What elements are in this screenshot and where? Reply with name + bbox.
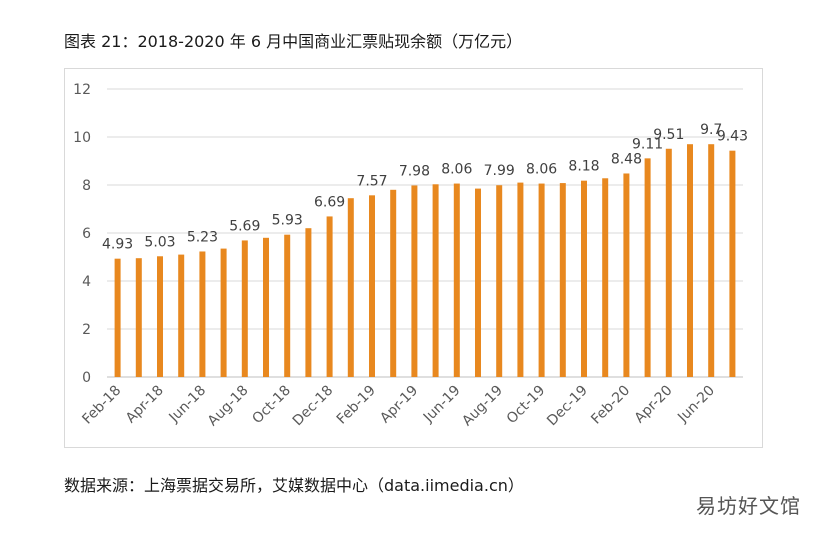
data-labels: 4.93 5.03 5.23 5.69 5.93 6.69 7.57 7.98 8.06 7.99… <box>102 122 748 252</box>
grid-lines <box>107 88 743 378</box>
watermark-text: 易坊好文馆 <box>696 494 801 518</box>
bar-25 <box>644 158 651 377</box>
data-label: 8.48 <box>611 151 642 167</box>
bar-1 <box>135 258 142 377</box>
bar-19 <box>517 182 524 377</box>
data-label: 4.93 <box>102 237 133 253</box>
data-label: 5.93 <box>272 213 303 229</box>
data-label: 8.18 <box>568 159 599 175</box>
x-tick-label: Apr-20 <box>632 383 676 427</box>
bar-18 <box>496 185 503 377</box>
bar-5 <box>220 248 227 377</box>
bar-15 <box>432 184 439 377</box>
bar-9 <box>305 228 312 377</box>
data-label: 8.06 <box>441 162 472 178</box>
bar-14 <box>411 185 418 377</box>
y-tick-label: 6 <box>82 226 91 242</box>
x-tick-label: Apr-18 <box>123 383 167 427</box>
bar-3 <box>178 254 185 377</box>
bar-11 <box>347 198 354 377</box>
x-tick-label: Dec-19 <box>544 383 591 430</box>
data-label: 9.7 <box>700 122 722 138</box>
bar-21 <box>559 183 566 377</box>
x-tick-label: Jun-18 <box>166 383 210 427</box>
data-label: 9.11 <box>632 136 663 152</box>
data-label: 5.69 <box>229 218 260 234</box>
bar-6 <box>241 240 248 377</box>
x-tick-label: Aug-19 <box>459 383 506 430</box>
bar-13 <box>390 189 397 377</box>
bar-26 <box>665 148 672 377</box>
x-tick-label: Jun-19 <box>420 383 464 427</box>
y-tick-label: 12 <box>73 82 91 98</box>
x-tick-label: Feb-20 <box>588 383 633 428</box>
bar-22 <box>581 180 587 377</box>
x-tick-label: Aug-18 <box>205 383 252 430</box>
bar-12 <box>369 195 375 377</box>
bar-17 <box>475 188 481 377</box>
x-tick-label: Oct-19 <box>504 383 549 428</box>
x-tick-label: Oct-18 <box>249 383 294 428</box>
data-label: 7.98 <box>399 163 430 179</box>
y-tick-label: 0 <box>82 370 91 386</box>
bar-10 <box>326 216 333 377</box>
bar-27 <box>687 144 693 377</box>
data-label: 5.03 <box>144 234 175 250</box>
bar-4 <box>199 251 206 377</box>
bar-23 <box>602 178 609 377</box>
data-label: 7.57 <box>356 173 387 189</box>
data-source-note: 数据来源：上海票据交易所，艾媒数据中心（data.iimedia.cn） <box>64 476 524 495</box>
chart-area: 0 2 4 6 8 10 12 4.93 5.03 5.23 5.69 5.93 6.69 7.57 7.… <box>64 68 763 448</box>
y-tick-label: 10 <box>73 130 91 146</box>
x-tick-label: Apr-19 <box>377 383 421 427</box>
data-label: 9.51 <box>653 127 684 143</box>
bar-chart: 0 2 4 6 8 10 12 4.93 5.03 5.23 5.69 5.93 6.69 7.57 7.… <box>73 82 748 430</box>
x-tick-label: Feb-18 <box>79 383 124 428</box>
data-label: 6.69 <box>314 194 345 210</box>
data-label: 9.43 <box>717 129 748 145</box>
data-label: 7.99 <box>484 163 515 179</box>
y-axis: 0 2 4 6 8 10 12 <box>73 82 91 386</box>
y-tick-label: 2 <box>82 322 91 338</box>
bar-20 <box>538 183 545 377</box>
bar-24 <box>623 173 630 377</box>
bars <box>114 144 736 377</box>
bar-0 <box>114 258 121 377</box>
y-tick-label: 4 <box>82 274 91 290</box>
figure-title: 图表 21：2018-2020 年 6 月中国商业汇票贴现余额（万亿元） <box>64 32 523 51</box>
bar-7 <box>263 237 269 377</box>
bar-2 <box>157 256 163 377</box>
x-tick-label: Jun-20 <box>674 383 718 427</box>
y-tick-label: 8 <box>82 178 91 194</box>
x-tick-label: Feb-19 <box>334 383 379 428</box>
data-label: 5.23 <box>187 229 218 245</box>
bar-16 <box>453 183 460 377</box>
data-label: 8.06 <box>526 162 557 178</box>
bar-8 <box>284 234 291 377</box>
x-tick-label: Dec-18 <box>290 383 337 430</box>
bar-28 <box>708 144 715 377</box>
bar-29 <box>729 150 736 377</box>
